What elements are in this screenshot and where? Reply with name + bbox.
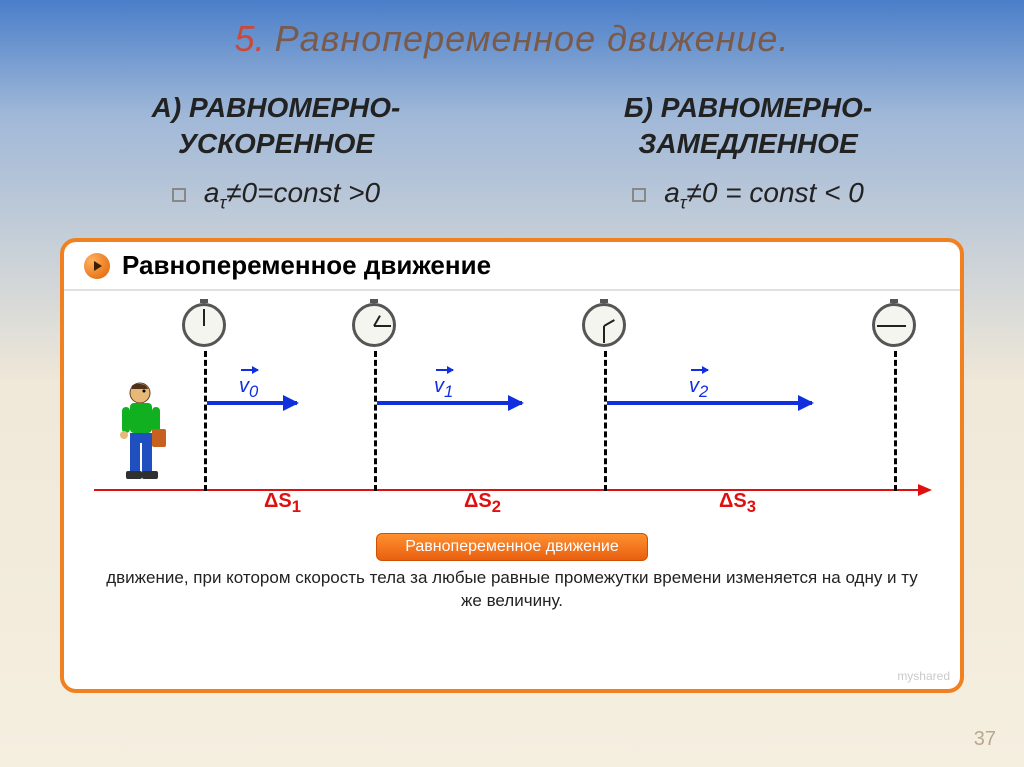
diagram-container: Равнопеременное движение v0 v1 v2 ΔS1 ΔS2 ΔS3… — [60, 238, 964, 693]
col-a-formula-row: aτ≠0=const >0 — [40, 177, 512, 214]
slide-title: 5. Равнопеременное движение. — [0, 0, 1024, 60]
dash-line — [374, 351, 377, 491]
clock-icon — [352, 303, 396, 347]
col-b-formula-row: aτ≠0 = const < 0 — [512, 177, 984, 214]
dash-line — [604, 351, 607, 491]
definition-text: движение, при котором скорость тела за л… — [94, 567, 930, 613]
velocity-arrow — [607, 401, 812, 405]
diagram-header: Равнопеременное движение — [64, 242, 960, 291]
watermark: myshared — [897, 669, 950, 683]
column-a: А) РАВНОМЕРНО- УСКОРЕННОЕ aτ≠0=const >0 — [40, 90, 512, 213]
col-a-line2: УСКОРЕННОЕ — [178, 128, 374, 159]
distance-label: ΔS2 — [464, 490, 501, 517]
distance-label: ΔS1 — [264, 490, 301, 517]
dash-line — [894, 351, 897, 491]
col-a-formula: aτ≠0=const >0 — [204, 177, 380, 214]
clock-icon — [582, 303, 626, 347]
clock-icon — [872, 303, 916, 347]
col-b-formula: aτ≠0 = const < 0 — [664, 177, 864, 214]
subtitle-columns: А) РАВНОМЕРНО- УСКОРЕННОЕ aτ≠0=const >0 … — [0, 60, 1024, 223]
play-icon — [84, 253, 110, 279]
velocity-label: v0 — [239, 375, 258, 402]
definition-box: Равнопеременное движение движение, при к… — [94, 533, 930, 613]
bullet-icon — [172, 188, 186, 202]
col-b-line2: ЗАМЕДЛЕННОЕ — [638, 128, 857, 159]
axis-line — [94, 489, 930, 491]
col-b-line1: Б) РАВНОМЕРНО- — [624, 92, 872, 123]
col-a-line1: А) РАВНОМЕРНО- — [152, 92, 401, 123]
clock-icon — [182, 303, 226, 347]
bullet-icon — [632, 188, 646, 202]
definition-pill: Равнопеременное движение — [376, 533, 648, 561]
page-number: 37 — [974, 728, 996, 751]
diagram-title: Равнопеременное движение — [122, 250, 491, 281]
title-number: 5. — [235, 18, 265, 59]
col-b-heading: Б) РАВНОМЕРНО- ЗАМЕДЛЕННОЕ — [512, 90, 984, 163]
title-text: Равнопеременное движение. — [275, 18, 790, 59]
col-a-heading: А) РАВНОМЕРНО- УСКОРЕННОЕ — [40, 90, 512, 163]
dash-line — [204, 351, 207, 491]
velocity-label: v1 — [434, 375, 453, 402]
column-b: Б) РАВНОМЕРНО- ЗАМЕДЛЕННОЕ aτ≠0 = const … — [512, 90, 984, 213]
walker-icon — [112, 381, 172, 491]
velocity-label: v2 — [689, 375, 708, 402]
diagram-area: v0 v1 v2 ΔS1 ΔS2 ΔS3 — [64, 291, 960, 531]
distance-label: ΔS3 — [719, 490, 756, 517]
